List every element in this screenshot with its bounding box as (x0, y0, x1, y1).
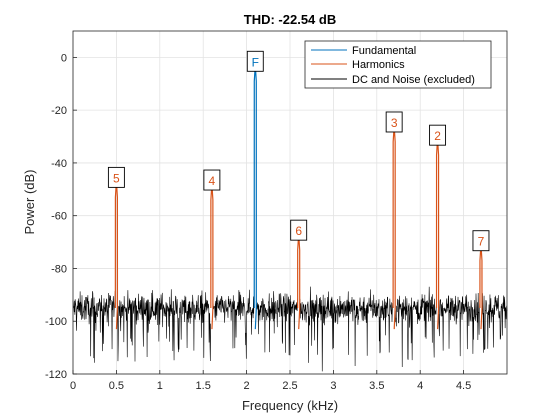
y-tick-label: -120 (45, 369, 67, 381)
peak-marker-label-6: 6 (295, 224, 302, 238)
x-tick-label: 4.5 (456, 380, 471, 392)
x-tick-label: 3 (330, 380, 336, 392)
legend-label-fundamental: Fundamental (352, 45, 416, 57)
x-tick-label: 2 (244, 380, 250, 392)
axis-ticks: 0 0.5 1 1.5 2 2.5 3 3.5 4 4.5 -120 -100 -80 -60 -40 -20… (45, 52, 471, 392)
y-tick-label: -20 (51, 105, 67, 117)
peak-marker-box-5 (107, 166, 125, 188)
legend-label-harmonics: Harmonics (352, 59, 405, 71)
x-tick-label: 1.5 (196, 380, 211, 392)
peak-marker-box-3 (385, 111, 403, 133)
peak-markers: F 2 3 4 5 6 7 (107, 50, 490, 252)
harmonic-peak-2 (435, 139, 440, 330)
harmonic-peak-3 (392, 125, 396, 330)
y-tick-label: 0 (61, 52, 67, 64)
legend-label-noise: DC and Noise (excluded) (352, 74, 475, 86)
x-tick-label: 3.5 (369, 380, 384, 392)
peak-marker-label-4: 4 (209, 174, 216, 188)
x-tick-label: 0 (70, 380, 76, 392)
fundamental-peak-F (253, 65, 257, 330)
harmonic-peak-7 (479, 244, 483, 330)
x-tick-label: 0.5 (109, 380, 124, 392)
x-axis-label: Frequency (kHz) (242, 398, 338, 413)
y-tick-label: -60 (51, 211, 67, 223)
noise-line (72, 286, 508, 372)
peak-marker-box-F (246, 50, 264, 72)
y-tick-label: -40 (51, 158, 67, 170)
harmonic-peak-4 (210, 183, 214, 330)
x-tick-label: 4 (417, 380, 423, 392)
peak-marker-box-2 (429, 124, 447, 146)
legend: Fundamental Harmonics DC and Noise (excl… (304, 40, 492, 89)
noise-series (72, 286, 508, 372)
peak-marker-label-F: F (252, 55, 259, 69)
x-tick-label: 2.5 (282, 380, 297, 392)
harmonic-peak-6 (297, 234, 301, 330)
peak-marker-label-3: 3 (391, 116, 398, 130)
chart-title: THD: -22.54 dB (244, 12, 336, 27)
peak-marker-label-5: 5 (113, 171, 120, 185)
y-tick-label: -100 (45, 316, 67, 328)
y-tick-label: -80 (51, 263, 67, 275)
peak-marker-box-7 (472, 230, 490, 252)
x-tick-label: 1 (157, 380, 163, 392)
y-axis-label: Power (dB) (22, 169, 37, 234)
peak-series (114, 65, 483, 330)
peak-marker-label-2: 2 (434, 129, 441, 143)
harmonic-peak-5 (114, 181, 119, 330)
peak-marker-box-4 (203, 169, 221, 191)
peak-marker-box-6 (290, 219, 308, 241)
peak-marker-label-7: 7 (478, 235, 485, 249)
